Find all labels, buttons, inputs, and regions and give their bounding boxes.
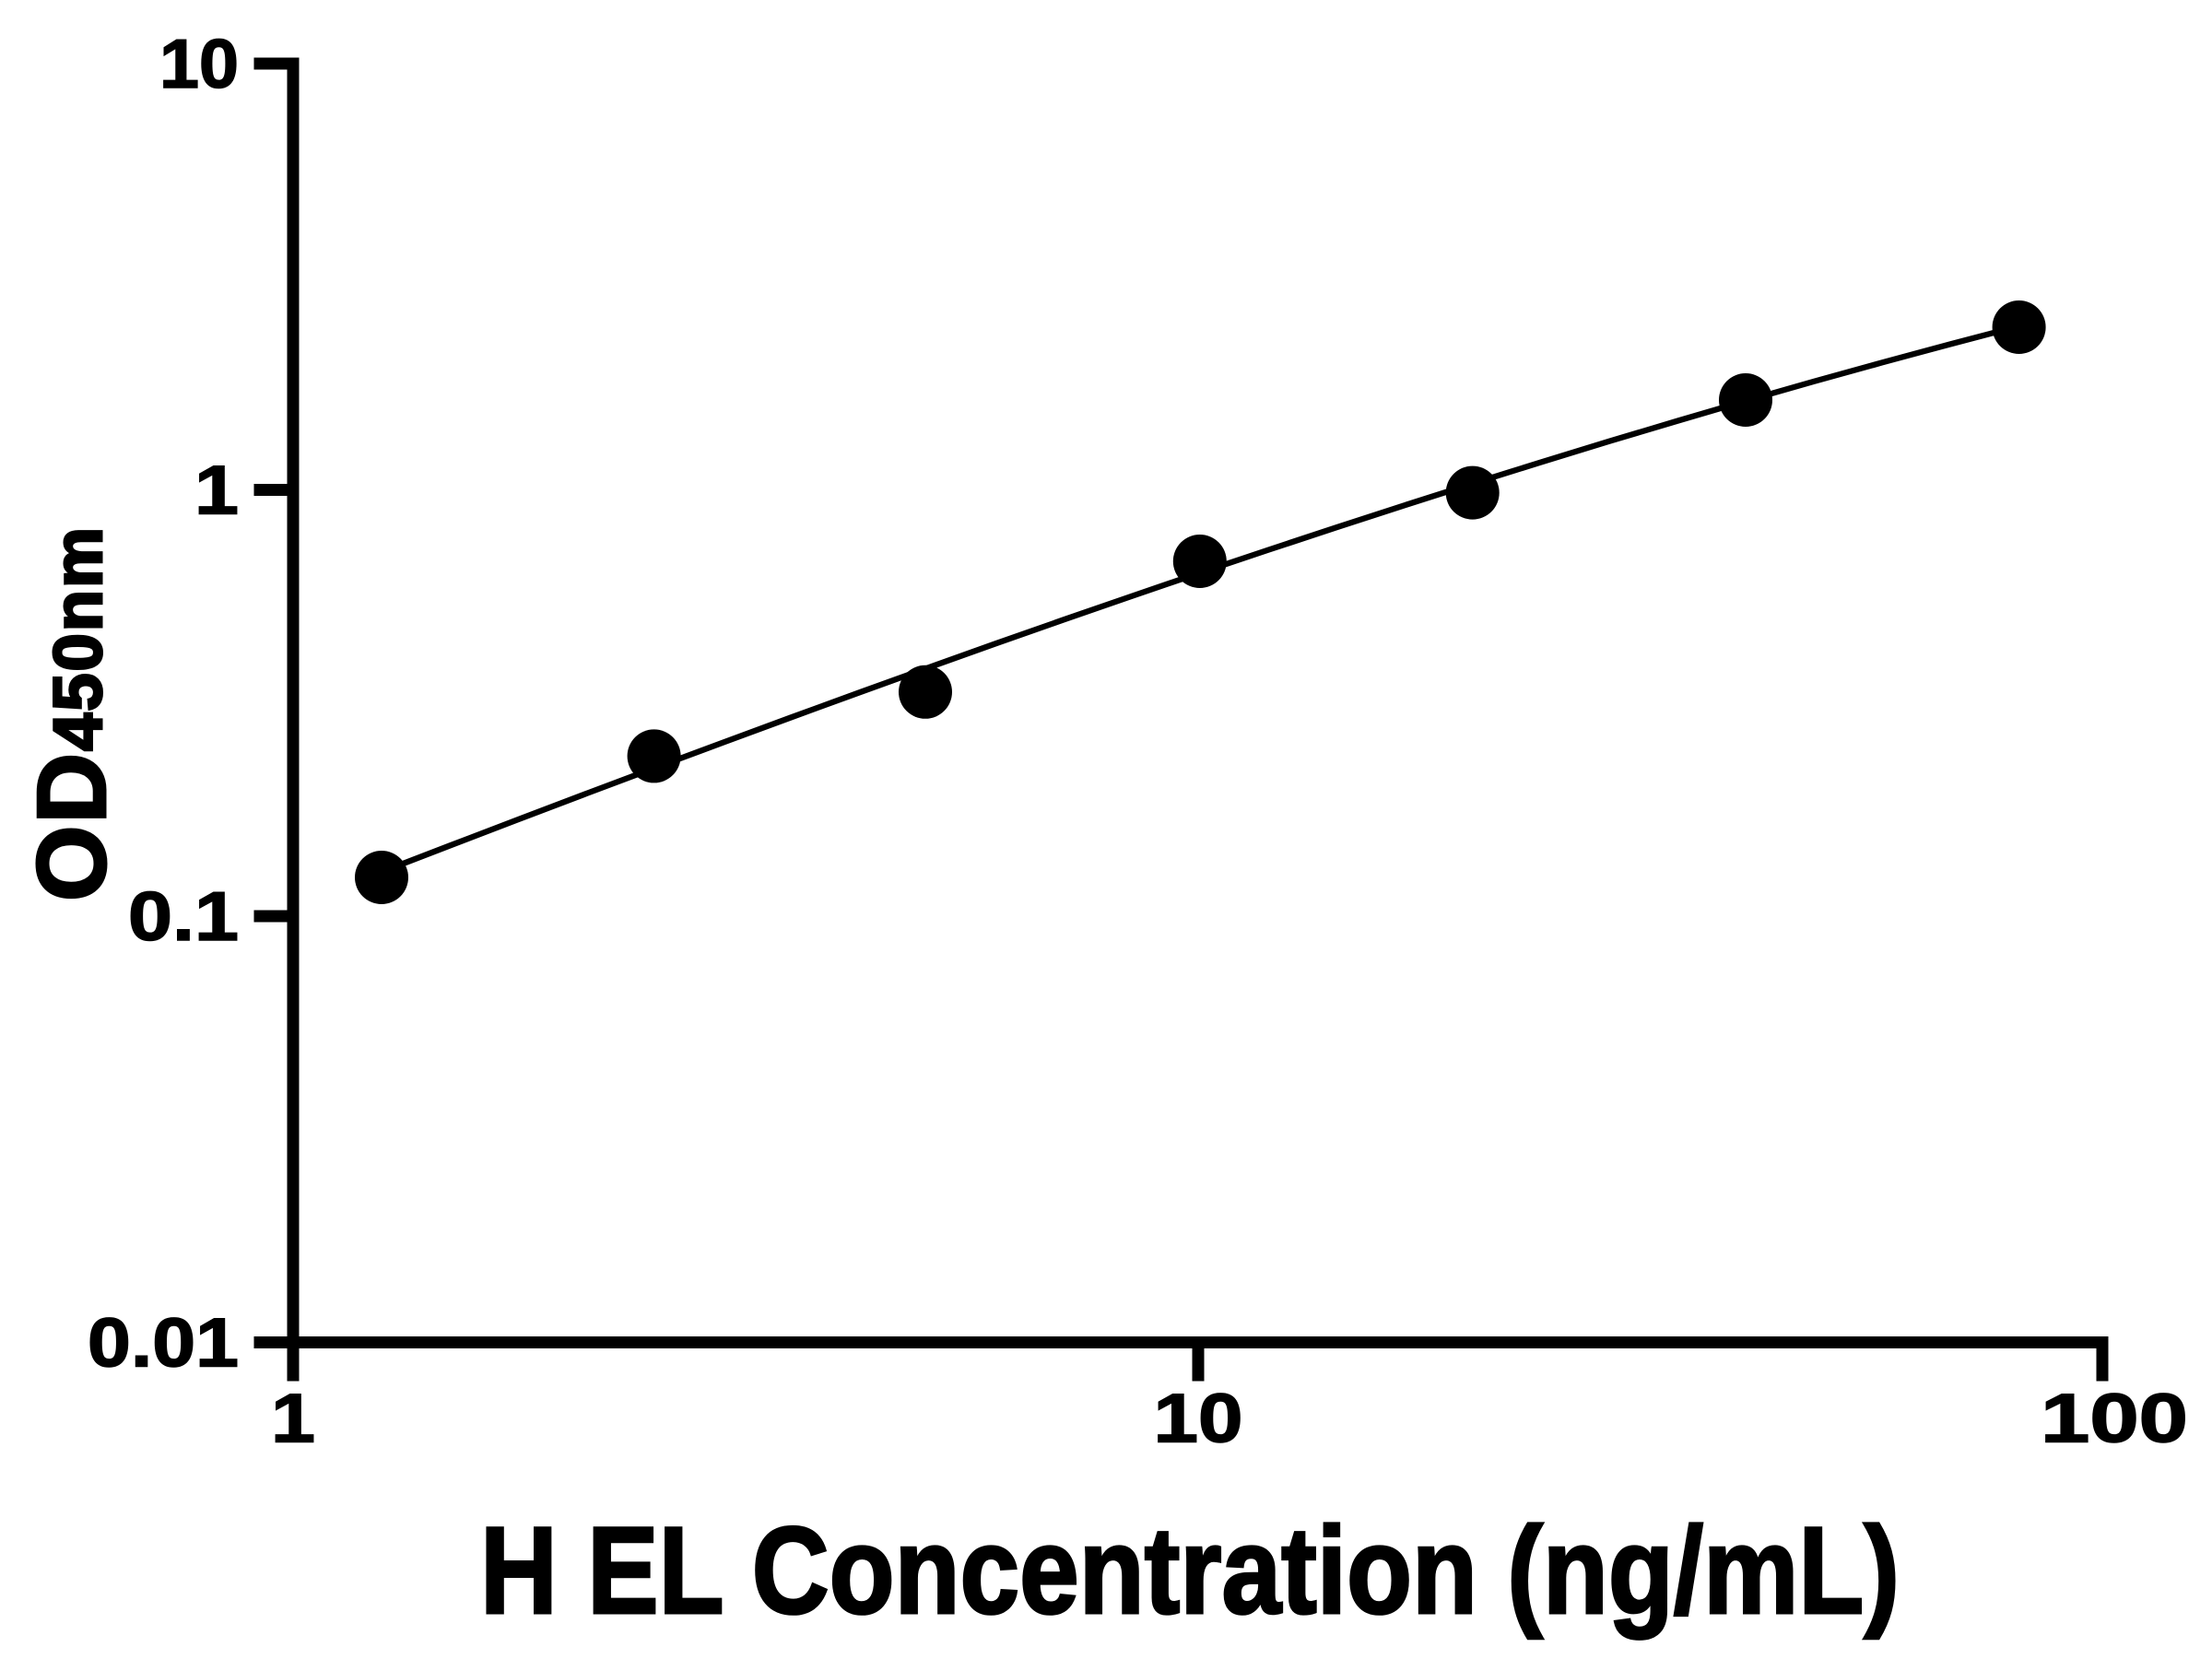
svg-text:10: 10 (159, 25, 239, 102)
svg-text:H EL Concentration (ng/mL): H EL Concentration (ng/mL) (480, 1502, 1900, 1640)
svg-text:0.01: 0.01 (88, 1304, 239, 1382)
svg-text:1: 1 (194, 452, 239, 529)
svg-text:0.1: 0.1 (128, 877, 239, 955)
svg-text:1: 1 (271, 1380, 315, 1457)
svg-text:100: 100 (2041, 1380, 2188, 1457)
svg-text:10: 10 (1154, 1380, 1243, 1457)
